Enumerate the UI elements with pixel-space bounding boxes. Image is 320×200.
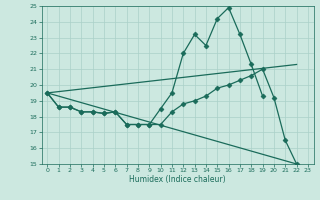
X-axis label: Humidex (Indice chaleur): Humidex (Indice chaleur) <box>129 175 226 184</box>
